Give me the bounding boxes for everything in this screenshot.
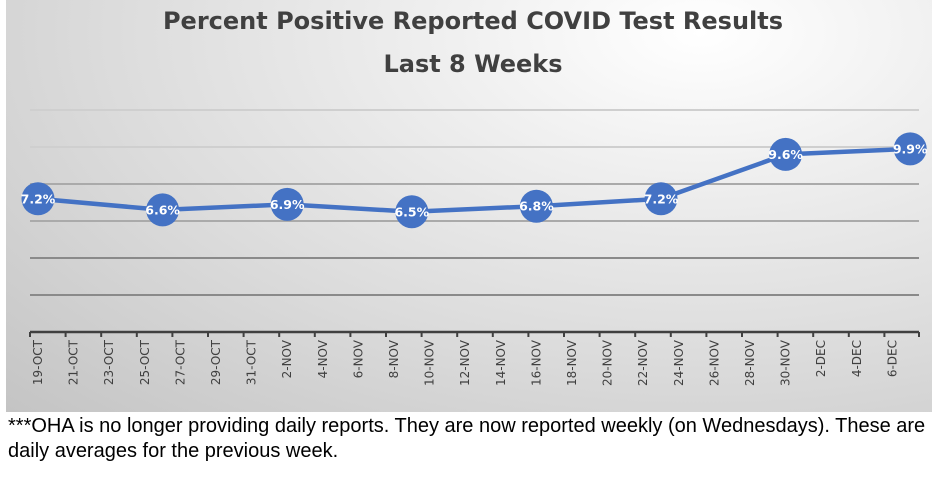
data-point bbox=[146, 193, 180, 227]
x-tick-label: 16-NOV bbox=[529, 339, 543, 386]
data-point bbox=[270, 187, 304, 221]
data-point bbox=[893, 132, 927, 166]
x-tick-label: 10-NOV bbox=[423, 339, 437, 386]
line-chart: Percent Positive Reported COVID Test Res… bbox=[21, 7, 928, 386]
x-tick-label: 2-NOV bbox=[280, 339, 294, 378]
x-tick-label: 27-OCT bbox=[173, 339, 187, 385]
x-tick-label: 20-NOV bbox=[601, 339, 615, 386]
x-tick-label: 4-DEC bbox=[850, 340, 864, 377]
data-label: 9.6% bbox=[768, 147, 803, 162]
x-tick-label: 6-NOV bbox=[351, 339, 365, 378]
x-tick-label: 8-NOV bbox=[387, 339, 401, 378]
data-label: 7.2% bbox=[644, 191, 679, 206]
data-point bbox=[519, 189, 553, 223]
x-tick-label: 21-OCT bbox=[67, 339, 81, 385]
x-tick-label: 4-NOV bbox=[316, 339, 330, 378]
x-tick-label: 28-NOV bbox=[743, 339, 757, 386]
x-tick-label: 24-NOV bbox=[672, 339, 686, 386]
chart-area: Percent Positive Reported COVID Test Res… bbox=[6, 0, 932, 412]
x-tick-label: 30-NOV bbox=[779, 339, 793, 386]
x-tick-label: 12-NOV bbox=[458, 339, 472, 386]
data-point bbox=[769, 137, 803, 171]
x-tick-label: 18-NOV bbox=[565, 339, 579, 386]
data-label: 6.6% bbox=[145, 202, 180, 217]
data-point bbox=[395, 195, 429, 229]
data-label: 6.5% bbox=[394, 204, 429, 219]
data-label: 7.2% bbox=[21, 191, 56, 206]
chart-subtitle: Last 8 Weeks bbox=[383, 50, 562, 78]
x-tick-label: 14-NOV bbox=[494, 339, 508, 386]
x-tick-label: 2-DEC bbox=[814, 340, 828, 377]
data-label: 9.9% bbox=[893, 141, 928, 156]
x-tick-label: 22-NOV bbox=[636, 339, 650, 386]
data-point bbox=[21, 182, 55, 216]
x-tick-label: 23-OCT bbox=[102, 339, 116, 385]
x-tick-label: 19-OCT bbox=[31, 339, 45, 385]
x-tick-label: 26-NOV bbox=[707, 339, 721, 386]
series-line bbox=[37, 146, 911, 214]
data-label: 6.8% bbox=[519, 199, 554, 214]
x-tick-label: 25-OCT bbox=[138, 339, 152, 385]
x-tick-label: 31-OCT bbox=[245, 339, 259, 385]
x-tick-label: 29-OCT bbox=[209, 339, 223, 385]
x-tick-label: 6-DEC bbox=[885, 340, 899, 377]
data-label: 6.9% bbox=[270, 197, 305, 212]
footnote: ***OHA is no longer providing daily repo… bbox=[8, 415, 926, 462]
data-point bbox=[644, 182, 678, 216]
chart-title: Percent Positive Reported COVID Test Res… bbox=[163, 7, 783, 35]
